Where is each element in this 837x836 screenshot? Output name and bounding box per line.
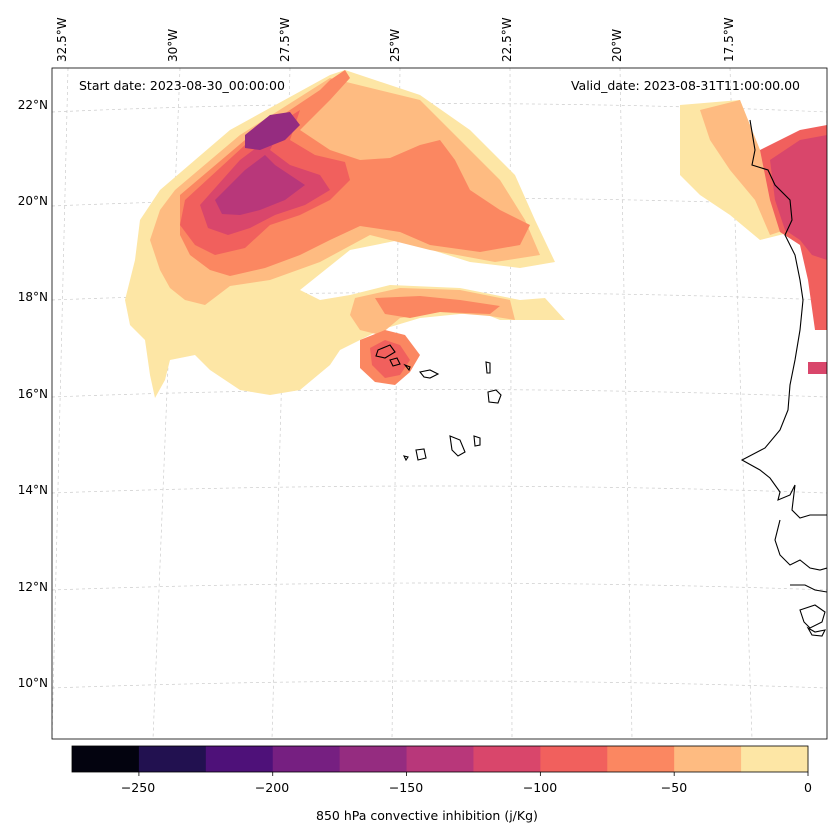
colorbar-tick-label: −50 [660, 780, 688, 795]
colorbar-frame [71, 745, 809, 773]
lon-label: 25°W [388, 28, 402, 62]
lon-label: 17.5°W [722, 17, 736, 62]
contour-level--150 [215, 155, 305, 215]
colorbar-bin [607, 746, 675, 772]
cin-contours [125, 70, 827, 398]
lat-label: 18°N [17, 290, 48, 304]
colorbar-tick-label: −200 [254, 780, 290, 795]
colorbar-tick-label: −150 [388, 780, 424, 795]
colorbar-tick-label: −250 [120, 780, 156, 795]
colorbar-tick-label: 0 [804, 780, 812, 795]
colorbar-bin [272, 746, 341, 772]
lat-label: 20°N [17, 194, 48, 208]
colorbar-bin [406, 746, 474, 772]
colorbar-label: 850 hPa convective inhibition (j/Kg) [316, 808, 538, 823]
colorbar-bin [138, 746, 207, 772]
colorbar-ticks [138, 772, 809, 776]
colorbar-bin [473, 746, 541, 772]
lat-label: 22°N [17, 98, 48, 112]
lat-label: 12°N [17, 580, 48, 594]
valid-date-label: Valid_date: 2023-08-31T11:00:00.00 [570, 78, 800, 93]
contour-patch-east [808, 362, 827, 374]
map-frame [51, 67, 828, 740]
colorbar-bin [205, 746, 274, 772]
colorbar-bin [741, 746, 809, 772]
lon-label: 30°W [166, 28, 180, 62]
lon-label: 20°W [610, 28, 624, 62]
lat-label: 16°N [17, 387, 48, 401]
colorbar-bin [674, 746, 742, 772]
coastlines [375, 119, 827, 637]
start-date-label: Start date: 2023-08-30_00:00:00 [79, 78, 285, 93]
colorbar-bin [540, 746, 608, 772]
lon-label: 22.5°W [500, 17, 514, 62]
contour-level--175 [245, 112, 300, 150]
lat-label: 10°N [17, 676, 48, 690]
contour-level-west-africa--125 [770, 135, 827, 260]
colorbar-tick-label: −100 [522, 780, 558, 795]
colorbar-bin [339, 746, 408, 772]
lat-label: 14°N [17, 483, 48, 497]
colorbar-bin [72, 746, 140, 772]
colorbar [71, 745, 809, 773]
lon-label: 27.5°W [278, 17, 292, 62]
lon-label: 32.5°W [55, 17, 69, 62]
